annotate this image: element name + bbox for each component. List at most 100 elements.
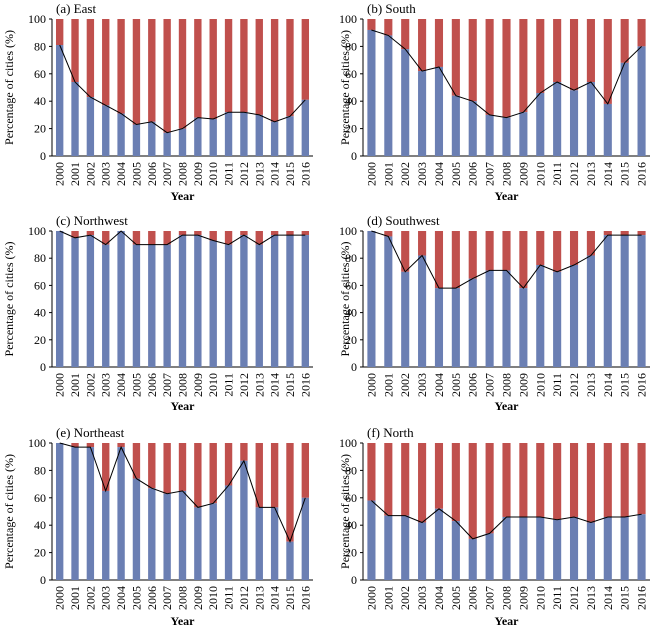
bar-primary: [270, 121, 279, 156]
bar-primary: [194, 117, 202, 156]
bar-primary: [519, 516, 528, 580]
bar-primary: [224, 112, 233, 156]
x-tick-label: 2006: [466, 586, 480, 610]
bar-remainder: [240, 443, 248, 461]
x-tick-label: 2003: [99, 162, 113, 186]
bar-remainder: [86, 443, 95, 448]
y-tick-label: 0: [351, 573, 357, 587]
bar-primary: [434, 508, 444, 580]
y-tick-label: 40: [34, 94, 46, 108]
y-axis-label: Percentage of cities (%): [2, 242, 16, 357]
x-tick-label: 2008: [176, 586, 190, 610]
y-tick-label: 20: [34, 122, 46, 136]
bar-remainder: [384, 19, 393, 36]
x-tick-label: 2015: [618, 373, 632, 397]
bar-primary: [620, 62, 629, 157]
bar-primary: [637, 46, 646, 156]
bar-primary: [620, 516, 629, 580]
bar-remainder: [384, 231, 393, 237]
x-tick-label: 2001: [381, 373, 395, 397]
x-tick-label: 2015: [283, 162, 297, 186]
x-tick-label: 2015: [283, 373, 297, 397]
x-tick-label: 2009: [191, 162, 205, 186]
x-tick-label: 2013: [252, 586, 266, 610]
y-tick-label: 0: [40, 149, 46, 163]
bar-remainder: [485, 19, 494, 115]
bar-remainder: [132, 231, 141, 245]
y-tick-label: 80: [34, 39, 46, 53]
bar-primary: [401, 49, 410, 156]
bar-primary: [451, 521, 460, 580]
x-tick-label: 2012: [567, 162, 581, 186]
bar-primary: [194, 507, 202, 580]
bar-remainder: [468, 443, 477, 539]
x-tick-label: 2007: [483, 162, 497, 186]
bar-remainder: [86, 19, 95, 98]
panel-title: (f) North: [367, 425, 414, 440]
bar-primary: [209, 119, 217, 156]
bar-remainder: [102, 443, 110, 491]
x-tick-label: 2005: [129, 586, 143, 610]
bar-primary: [418, 71, 427, 156]
bar-remainder: [270, 231, 279, 236]
y-tick-label: 40: [345, 94, 357, 108]
bar-remainder: [620, 19, 629, 63]
bar-remainder: [637, 19, 646, 47]
bar-primary: [384, 236, 393, 367]
x-tick-label: 2002: [83, 162, 97, 186]
x-tick-label: 2015: [283, 586, 297, 610]
x-tick-label: 2015: [618, 586, 632, 610]
x-tick-label: 2005: [449, 162, 463, 186]
x-tick-label: 2002: [398, 373, 412, 397]
bar-primary: [502, 270, 511, 367]
bar-primary: [384, 515, 393, 580]
bar-primary: [209, 503, 217, 580]
bar-remainder: [553, 443, 562, 520]
x-tick-label: 2001: [68, 373, 82, 397]
x-tick-label: 2012: [567, 373, 581, 397]
bar-remainder: [194, 443, 202, 508]
y-axis-label: Percentage of cities (%): [338, 30, 352, 145]
x-tick-label: 2008: [176, 373, 190, 397]
bar-primary: [132, 124, 141, 156]
y-axis-label: Percentage of cities (%): [2, 30, 16, 145]
x-tick-label: 2016: [298, 373, 312, 397]
bar-primary: [586, 255, 595, 367]
x-tick-label: 2007: [160, 586, 174, 610]
y-tick-label: 80: [34, 251, 46, 265]
bar-remainder: [502, 19, 511, 118]
x-tick-label: 2013: [252, 162, 266, 186]
bar-primary: [451, 95, 460, 156]
x-tick-label: 2016: [635, 162, 649, 186]
panel-title: (c) Northwest: [56, 213, 128, 228]
x-tick-label: 2014: [268, 162, 282, 186]
chart-panel-6: 0 20 40 60 80 100 2000 2001 2002 2003 2004 2005 2006…: [338, 425, 650, 628]
y-tick-label: 0: [351, 149, 357, 163]
bar-primary: [224, 244, 233, 367]
bar-remainder: [553, 19, 562, 83]
y-tick-label: 80: [345, 251, 357, 265]
bar-remainder: [367, 19, 376, 30]
y-tick-label: 60: [345, 491, 357, 505]
bar-primary: [418, 522, 427, 580]
x-tick-label: 2010: [206, 373, 220, 397]
bar-remainder: [485, 443, 494, 534]
bar-remainder: [270, 443, 279, 508]
bar-remainder: [434, 231, 444, 289]
x-tick-label: 2002: [398, 162, 412, 186]
x-tick-label: 2014: [601, 162, 615, 186]
x-tick-label: 2010: [533, 373, 547, 397]
y-tick-label: 20: [345, 333, 357, 347]
bar-remainder: [586, 443, 595, 523]
bar-primary: [586, 82, 595, 156]
x-axis-label: Year: [495, 614, 520, 628]
x-tick-label: 2011: [550, 373, 564, 397]
bar-remainder: [418, 443, 427, 523]
bar-primary: [485, 114, 494, 156]
bar-remainder: [178, 231, 187, 236]
series-line: [371, 29, 642, 119]
bar-primary: [71, 82, 79, 156]
bar-primary: [536, 92, 545, 156]
x-axis-label: Year: [171, 189, 196, 203]
bar-primary: [55, 443, 64, 580]
